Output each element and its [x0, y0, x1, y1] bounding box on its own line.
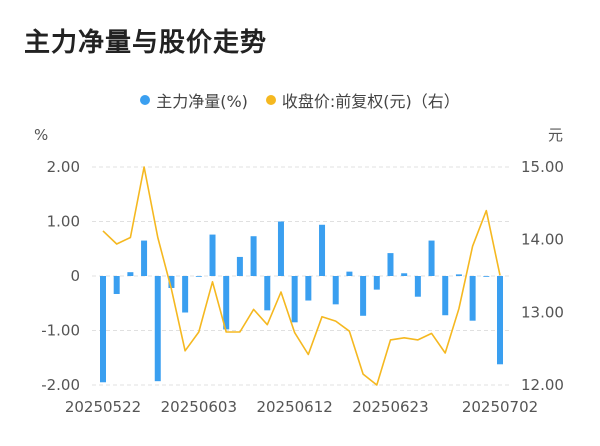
x-tick-label: 20250702 — [462, 398, 538, 416]
bar-main-net[interactable] — [209, 234, 216, 276]
y-right-tick-label: 15.00 — [521, 158, 564, 176]
bar-main-net[interactable] — [127, 272, 134, 276]
y-left-tick-label: 0 — [70, 267, 80, 285]
x-tick-label: 20250603 — [161, 398, 237, 416]
x-tick-label: 20250623 — [352, 398, 428, 416]
bar-main-net[interactable] — [277, 221, 284, 277]
bar-main-net[interactable] — [168, 276, 175, 288]
y-right-tick-label: 12.00 — [521, 376, 564, 394]
y-left-tick-label: 2.00 — [47, 158, 80, 176]
bar-main-net[interactable] — [442, 276, 449, 316]
bar-main-net[interactable] — [401, 273, 408, 276]
legend-line-swatch — [265, 95, 276, 105]
bar-main-net[interactable] — [319, 224, 326, 276]
y-left-tick-label: -1.00 — [41, 322, 80, 340]
y-right-tick-label: 13.00 — [521, 303, 564, 321]
chart-title: 主力净量与股价走势 — [24, 28, 268, 58]
bar-main-net[interactable] — [100, 276, 106, 383]
bar-main-net[interactable] — [469, 276, 476, 321]
y-left-tick-label: -2.00 — [41, 376, 80, 394]
legend-bar-swatch — [140, 95, 151, 105]
bar-main-net[interactable] — [332, 276, 339, 305]
bar-main-net[interactable] — [360, 276, 367, 316]
bar-main-net[interactable] — [236, 256, 243, 276]
bar-main-net[interactable] — [141, 240, 148, 276]
bar-main-net[interactable] — [113, 276, 120, 294]
y-left-tick-label: 1.00 — [47, 213, 80, 231]
bar-main-net[interactable] — [428, 240, 435, 276]
legend-item-close-price[interactable]: 收盘价:前复权(元)（右） — [265, 88, 460, 112]
bar-main-net[interactable] — [305, 276, 312, 301]
y-right-tick-label: 14.00 — [521, 231, 564, 249]
line-close-price[interactable] — [102, 166, 501, 386]
chart-legend: 主力净量(%) 收盘价:前复权(元)（右） — [0, 88, 600, 112]
bar-main-net[interactable] — [373, 276, 380, 290]
x-tick-label: 20250522 — [65, 398, 141, 416]
x-tick-label: 20250612 — [256, 398, 332, 416]
bar-main-net[interactable] — [264, 276, 271, 311]
bar-main-net[interactable] — [250, 236, 257, 276]
legend-label-close-price: 收盘价:前复权(元)（右） — [281, 92, 460, 111]
bar-main-net[interactable] — [154, 276, 161, 382]
legend-item-main-net[interactable]: 主力净量(%) — [140, 88, 248, 112]
y-left-unit-label: % — [34, 126, 48, 144]
legend-label-main-net: 主力净量(%) — [156, 92, 248, 111]
bar-main-net[interactable] — [346, 271, 353, 276]
y-right-unit-label: 元 — [548, 126, 563, 144]
bar-main-net[interactable] — [455, 274, 462, 276]
bar-main-net[interactable] — [291, 276, 298, 323]
bar-main-net[interactable] — [182, 276, 189, 313]
bar-main-net[interactable] — [195, 276, 202, 277]
bar-main-net[interactable] — [483, 276, 490, 277]
bar-main-net[interactable] — [414, 276, 421, 297]
bar-main-net[interactable] — [387, 253, 394, 276]
bar-main-net[interactable] — [223, 276, 230, 330]
bar-main-net[interactable] — [497, 276, 503, 365]
